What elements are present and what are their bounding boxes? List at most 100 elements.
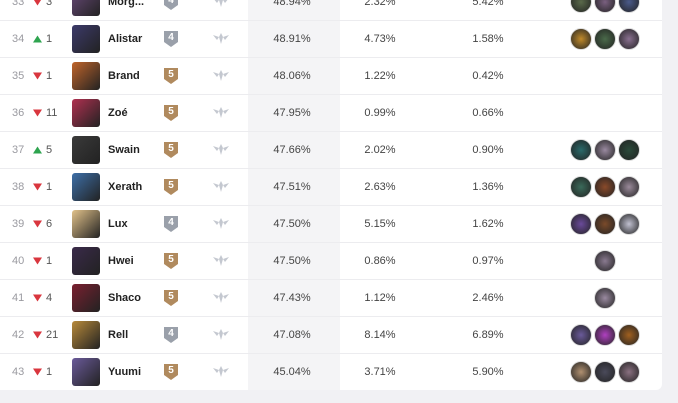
champion-name[interactable]: Zoé <box>108 106 128 119</box>
counters <box>560 0 650 13</box>
tier-number: 4 <box>168 216 174 228</box>
champion-name[interactable]: Brand <box>108 69 140 82</box>
tier-number: 4 <box>168 327 174 339</box>
rank-change: 11 <box>46 106 58 119</box>
rank: 41 <box>12 291 25 304</box>
counter-icon <box>594 360 616 383</box>
counter-icon <box>570 27 592 50</box>
tier-badge: 4 <box>163 326 179 344</box>
tier-badge: 5 <box>163 289 179 307</box>
win-rate: 47.43% <box>273 291 311 304</box>
pick-rate: 2.32% <box>364 0 396 8</box>
champion-portrait <box>72 24 100 53</box>
win-rate: 47.95% <box>273 106 311 119</box>
counter-icon <box>618 138 640 161</box>
counter-icon <box>618 0 640 13</box>
tier-shield <box>164 252 178 269</box>
counters <box>560 138 650 161</box>
trend-arrow <box>33 35 42 42</box>
counters <box>560 249 650 272</box>
table-row[interactable]: 36 11 Zoé 5 47.95% 0.99% 0.66% <box>0 95 662 132</box>
role-icon <box>213 180 229 192</box>
champion-name[interactable]: Swain <box>108 143 140 156</box>
trend-arrow <box>33 183 42 190</box>
pick-rate: 1.22% <box>364 69 396 82</box>
pick-rate: 8.14% <box>364 328 396 341</box>
table-row[interactable]: 43 1 Yuumi 5 45.04% 3.71% 5.90% <box>0 354 662 390</box>
champion-name[interactable]: Hwei <box>108 254 134 267</box>
table-row[interactable]: 33 3 Morg... 4 48.94% 2.32% 5.42% <box>0 0 662 21</box>
counter-icon <box>594 249 616 272</box>
champion-portrait <box>72 209 100 238</box>
pick-rate: 0.99% <box>364 106 396 119</box>
champion-portrait <box>72 0 100 16</box>
trend-arrow <box>33 146 42 153</box>
table-row[interactable]: 42 21 Rell 4 47.08% 8.14% 6.89% <box>0 317 662 354</box>
table-row[interactable]: 38 1 Xerath 5 47.51% 2.63% 1.36% <box>0 169 662 206</box>
table-row[interactable]: 35 1 Brand 5 48.06% 1.22% 0.42% <box>0 58 662 95</box>
counter-icon <box>594 175 616 198</box>
role-icon <box>213 365 229 377</box>
table-row[interactable]: 41 4 Shaco 5 47.43% 1.12% 2.46% <box>0 280 662 317</box>
tier-number: 4 <box>168 31 174 43</box>
champion-name[interactable]: Xerath <box>108 180 143 193</box>
table-row[interactable]: 40 1 Hwei 5 47.50% 0.86% 0.97% <box>0 243 662 280</box>
champion-portrait <box>72 98 100 127</box>
rank: 43 <box>12 365 25 378</box>
ban-rate: 6.89% <box>472 328 504 341</box>
pick-rate: 2.63% <box>364 180 396 193</box>
champion-name[interactable]: Yuumi <box>108 365 142 378</box>
counters <box>560 175 650 198</box>
tier-number: 4 <box>168 0 174 6</box>
counter-icon <box>618 175 640 198</box>
rank-change: 6 <box>46 217 53 230</box>
rank-change: 1 <box>46 180 53 193</box>
tier-shield <box>164 141 178 158</box>
counter-icon <box>570 212 592 235</box>
counter-icon <box>570 0 592 13</box>
champion-portrait <box>72 61 100 90</box>
rank-change: 1 <box>46 365 53 378</box>
win-rate: 48.94% <box>273 0 311 8</box>
rank: 36 <box>12 106 25 119</box>
role-icon <box>213 32 229 44</box>
counters <box>560 27 650 50</box>
champion-name[interactable]: Lux <box>108 217 128 230</box>
champion-portrait <box>72 320 100 349</box>
win-rate: 47.51% <box>273 180 311 193</box>
table-row[interactable]: 34 1 Alistar 4 48.91% 4.73% 1.58% <box>0 21 662 58</box>
trend-arrow <box>34 0 41 5</box>
tier-shield <box>164 67 178 84</box>
role-icon <box>213 328 229 340</box>
table-row[interactable]: 37 5 Swain 5 47.66% 2.02% 0.90% <box>0 132 662 169</box>
champion-name[interactable]: Shaco <box>108 291 142 304</box>
tier-shield <box>164 0 178 10</box>
tier-number: 5 <box>168 105 174 117</box>
counter-icon <box>594 27 616 50</box>
counters <box>560 212 650 235</box>
tier-number: 5 <box>168 142 174 154</box>
rank-change: 1 <box>46 32 53 45</box>
rank-change: 5 <box>46 143 53 156</box>
champion-name[interactable]: Morg... <box>108 0 145 8</box>
role-icon <box>213 69 229 81</box>
trend-arrow <box>33 220 42 227</box>
role-icon <box>213 106 229 118</box>
tier-badge: 5 <box>163 252 179 270</box>
tier-badge: 4 <box>163 30 179 48</box>
champion-name[interactable]: Rell <box>108 328 129 341</box>
champion-name[interactable]: Alistar <box>108 32 143 45</box>
rank-change: 21 <box>46 328 59 341</box>
counter-icon <box>618 323 640 346</box>
ban-rate: 1.58% <box>472 32 504 45</box>
table-row[interactable]: 39 6 Lux 4 47.50% 5.15% 1.62% <box>0 206 662 243</box>
win-rate: 47.50% <box>273 217 311 230</box>
rank-change: 1 <box>46 254 53 267</box>
ban-rate: 1.36% <box>472 180 504 193</box>
trend-arrow <box>33 257 42 264</box>
champion-portrait <box>72 283 100 312</box>
champion-portrait <box>72 246 100 275</box>
rank-change: 3 <box>46 0 53 8</box>
champion-portrait <box>72 357 100 386</box>
